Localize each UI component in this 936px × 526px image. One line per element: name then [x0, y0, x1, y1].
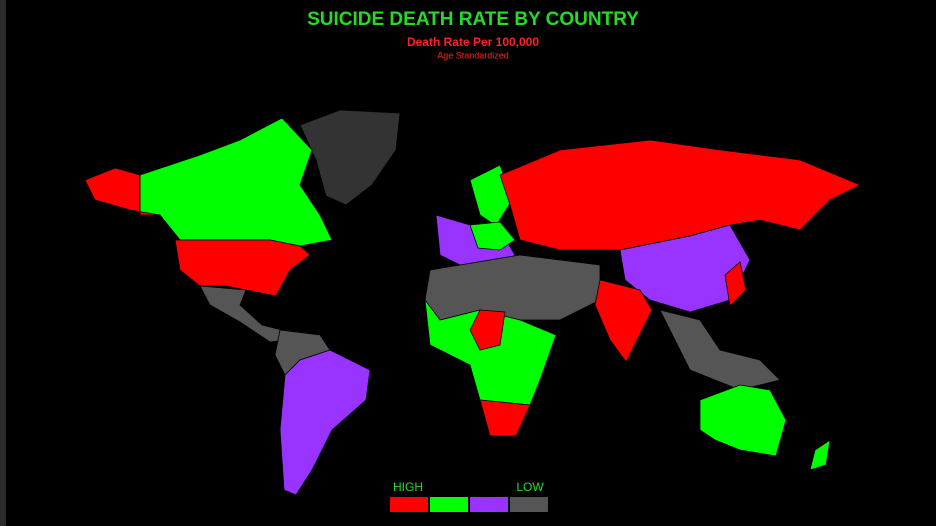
- map-note: Age Standardized: [437, 50, 509, 60]
- map-subtitle: Death Rate Per 100,000: [407, 35, 539, 49]
- south-america: [279, 349, 371, 496]
- russia: [499, 139, 861, 251]
- southern-africa: [479, 399, 531, 437]
- west-africa: [469, 309, 506, 351]
- legend: [390, 497, 548, 512]
- alaska: [84, 167, 161, 216]
- legend-high: HIGH: [393, 480, 423, 494]
- world-map: [84, 109, 861, 496]
- legend-swatch: [390, 497, 428, 512]
- new-zealand: [809, 439, 831, 471]
- india: [594, 279, 653, 363]
- left-edge: [0, 0, 6, 526]
- central-africa: [424, 298, 557, 406]
- legend-low: LOW: [516, 480, 544, 494]
- southeast-asia: [659, 309, 781, 391]
- legend-swatch: [470, 497, 508, 512]
- usa: [174, 239, 311, 297]
- canada: [139, 117, 333, 247]
- legend-swatch: [510, 497, 548, 512]
- greenland: [299, 109, 401, 206]
- europe-central: [469, 221, 516, 251]
- japan: [724, 261, 747, 307]
- legend-swatch: [430, 497, 468, 512]
- australia: [699, 384, 787, 457]
- map-title: SUICIDE DEATH RATE BY COUNTRY: [307, 9, 639, 30]
